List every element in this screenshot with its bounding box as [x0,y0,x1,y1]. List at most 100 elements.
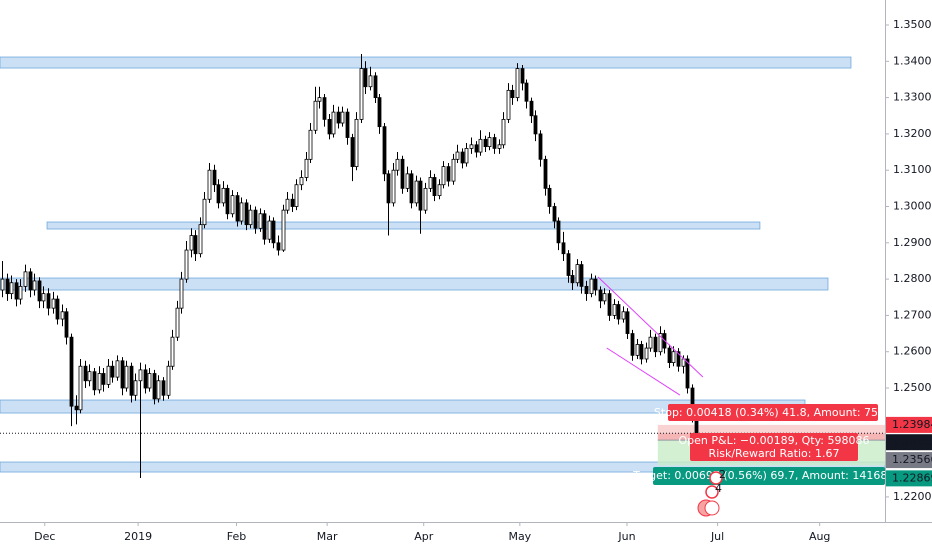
candle-body [161,380,166,396]
candle-body [207,169,212,200]
pnl-text: Risk/Reward Ratio: 1.67 [709,447,840,460]
candle-body [501,118,506,146]
channel-line [606,347,681,396]
candle-body [460,151,465,164]
candle-body [336,111,341,124]
candle-body [423,187,428,211]
candle-body [276,242,281,251]
candle-body [625,311,630,334]
candle-body [658,333,663,353]
event-icon [704,500,720,516]
candle-body [584,285,589,295]
candle-body [667,347,672,364]
candle-body [166,365,171,396]
y-tick-label: 1.27000 [893,308,932,321]
candle-body [478,138,483,153]
candle-body [290,198,295,207]
y-tick-label: 1.35000 [893,18,932,31]
x-tick-label: 2019 [124,530,152,543]
candle-body [589,278,594,295]
candle-body [37,280,42,302]
candle-body [556,220,561,244]
price-label: 1.23566 [892,453,932,466]
candle-body [492,137,497,149]
candle-body [373,75,378,99]
candle-body [529,100,534,117]
y-tick-label: 1.33000 [893,91,932,104]
sr-zone [0,56,852,69]
candle-body [506,89,511,120]
x-tick-label: Mar [317,530,338,543]
candle-body [395,158,400,171]
y-tick-label: 1.22000 [893,490,932,503]
candle-body [432,177,437,197]
candle-body [55,298,60,320]
candle-body [32,280,37,291]
candle-body [244,202,249,226]
y-tick-label: 1.34000 [893,54,932,67]
x-tick-label: May [508,530,531,543]
candle-body [543,158,548,189]
candle-body [616,304,621,320]
channel-line [597,276,704,378]
candle-body [97,373,102,391]
candle-body [671,351,676,364]
candle-body [313,100,318,131]
event-marker [705,485,719,499]
candle-body [115,360,120,378]
stop-box [668,404,878,421]
candle-body [350,137,355,167]
candle-body [60,311,65,320]
candle-body [345,111,350,138]
candle-body [685,358,690,389]
candle-body [170,336,175,367]
candle-body [391,169,396,204]
candle-body [120,360,125,389]
candle-body [184,249,189,280]
candle-body [400,158,405,189]
sr-zone [0,277,829,291]
candle-body [189,235,194,251]
price-label: 1.22869 [892,471,932,484]
candle-body [579,264,584,287]
candle-body [612,304,617,316]
candle-body [538,133,543,160]
candle-body [23,271,28,287]
candle-body [630,333,635,356]
candle-body [212,169,217,186]
candle-body [386,173,391,204]
candle-body [152,373,157,400]
y-tick-label: 1.29000 [893,236,932,249]
x-tick-label: Feb [227,530,246,543]
candle-body [262,213,267,240]
candle-body [235,195,240,222]
candle-body [83,365,88,382]
candle-body [92,371,97,391]
candle-body [648,336,653,349]
candle-body [143,369,148,389]
candle-body [368,75,373,88]
candle-body [41,293,46,302]
candle-body [644,347,649,360]
candle-body [354,118,359,167]
candle-body [193,235,198,255]
candle-body [28,271,33,291]
candle-body [147,373,152,389]
candle-body [405,173,410,189]
candle-body [437,184,442,197]
candle-body [552,206,557,222]
candle-body [78,365,83,411]
candle-body [322,97,327,120]
candle-body [520,68,525,84]
candle-body [451,158,456,182]
candle-body [510,89,515,99]
candle-body [676,351,681,367]
candle-body [308,129,313,160]
candle-body [51,298,56,309]
y-tick-label: 1.25000 [893,381,932,394]
event-marker-label: 2 [719,468,726,481]
x-tick-label: Jun [617,530,635,543]
candle-body [635,344,640,356]
candle-body [267,220,272,240]
candle-body [497,144,502,149]
